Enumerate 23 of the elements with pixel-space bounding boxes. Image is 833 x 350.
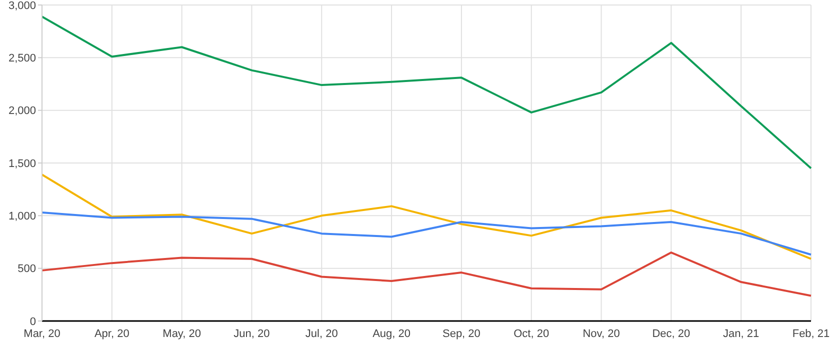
x-tick-label: Dec, 20 bbox=[652, 328, 690, 340]
x-tick-label: Sep, 20 bbox=[442, 328, 480, 340]
x-tick-label: Jun, 20 bbox=[234, 328, 270, 340]
y-tick-label: 0 bbox=[30, 316, 36, 328]
x-tick-label: May, 20 bbox=[162, 328, 201, 340]
y-tick-label: 3,000 bbox=[8, 0, 36, 12]
y-tick-label: 1,500 bbox=[8, 158, 36, 170]
y-tick-label: 1,000 bbox=[8, 210, 36, 223]
line-series bbox=[41, 16, 812, 170]
line-series bbox=[41, 174, 812, 260]
x-tick-label: Aug, 20 bbox=[372, 328, 411, 340]
y-tick-label: 500 bbox=[18, 263, 36, 276]
x-tick-label: Feb, 21 bbox=[792, 328, 830, 340]
line-series bbox=[41, 212, 812, 256]
line-series bbox=[41, 252, 812, 297]
x-tick-label: Nov, 20 bbox=[582, 328, 620, 340]
x-tick-label: Oct, 20 bbox=[514, 328, 550, 340]
y-tick-label: 2,500 bbox=[8, 52, 36, 65]
x-tick-label: Mar, 20 bbox=[24, 328, 60, 340]
x-tick-label: Apr, 20 bbox=[94, 328, 130, 340]
y-tick-label: 2,000 bbox=[8, 105, 36, 118]
x-tick-label: Jan, 21 bbox=[723, 328, 760, 340]
x-tick-label: Jul, 20 bbox=[305, 328, 338, 340]
